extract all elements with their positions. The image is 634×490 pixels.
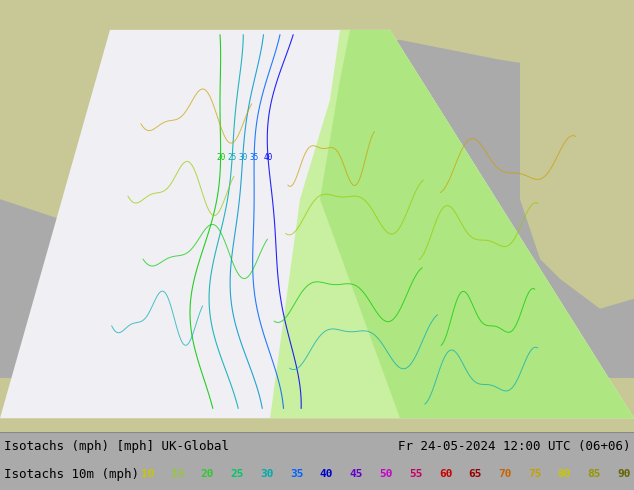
Polygon shape [0,0,120,219]
Text: 40: 40 [263,153,273,162]
Text: 80: 80 [558,469,571,479]
Text: 70: 70 [498,469,512,479]
Text: 65: 65 [469,469,482,479]
Text: 20: 20 [216,153,225,162]
Text: Isotachs (mph) [mph] UK-Global: Isotachs (mph) [mph] UK-Global [4,440,229,453]
Polygon shape [0,30,634,418]
Text: 15: 15 [171,469,184,479]
Polygon shape [270,30,634,418]
Text: 60: 60 [439,469,452,479]
Polygon shape [520,0,634,309]
Text: 75: 75 [528,469,541,479]
Text: 45: 45 [349,469,363,479]
Text: 35: 35 [290,469,304,479]
Polygon shape [0,378,634,432]
Polygon shape [0,0,634,99]
Text: 50: 50 [379,469,392,479]
Text: 25: 25 [231,469,244,479]
Text: 25: 25 [228,153,236,162]
Polygon shape [320,30,634,418]
Text: 40: 40 [320,469,333,479]
Text: 85: 85 [588,469,601,479]
Text: 30: 30 [260,469,274,479]
Text: Fr 24-05-2024 12:00 UTC (06+06): Fr 24-05-2024 12:00 UTC (06+06) [398,440,630,453]
Text: 10: 10 [141,469,155,479]
Text: 20: 20 [201,469,214,479]
Text: 30: 30 [238,153,247,162]
Text: 55: 55 [409,469,422,479]
Polygon shape [0,0,634,432]
Text: Isotachs 10m (mph): Isotachs 10m (mph) [4,467,139,481]
Text: 35: 35 [250,153,259,162]
Text: 90: 90 [618,469,631,479]
